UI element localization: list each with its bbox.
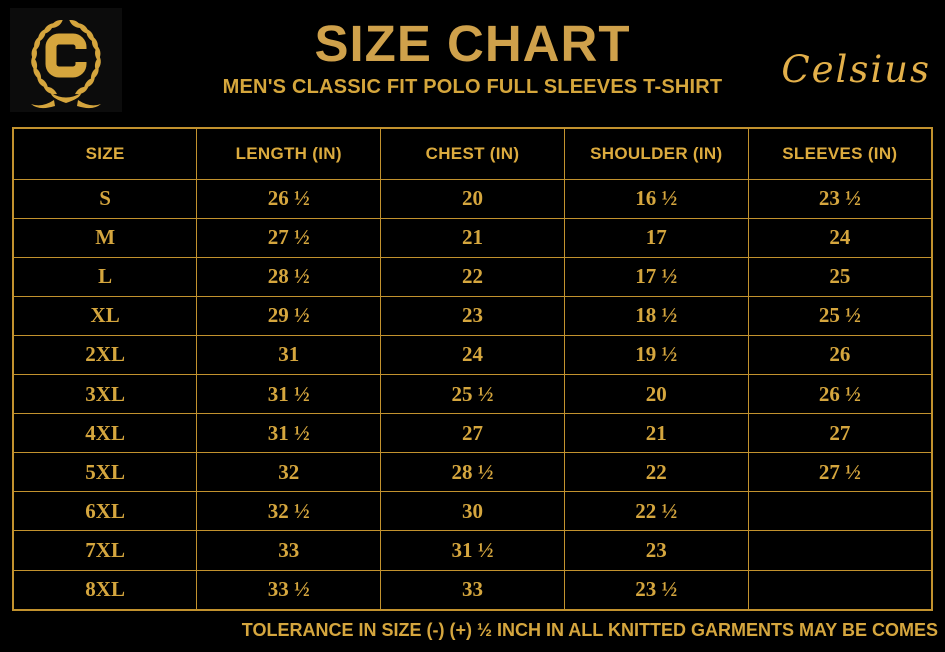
length-cell: 32 (196, 452, 382, 493)
table-row: 8XL 33 ½ 33 23 ½ (12, 569, 933, 611)
shoulder-cell: 17 (563, 217, 749, 258)
shoulder-cell: 17 ½ (563, 256, 749, 297)
shoulder-cell: 20 (563, 374, 749, 415)
sleeves-cell: 25 (747, 256, 933, 297)
sleeves-cell (747, 569, 933, 611)
length-cell: 27 ½ (196, 217, 382, 258)
size-cell: L (12, 256, 198, 297)
chest-cell: 33 (380, 569, 565, 611)
page-title: SIZE CHART (314, 15, 631, 72)
shoulder-cell: 19 ½ (563, 334, 749, 376)
size-cell: M (12, 217, 198, 258)
table-header-row: SIZE LENGTH (IN) CHEST (IN) SHOULDER (IN… (12, 127, 933, 180)
table-row: 2XL 31 24 19 ½ 26 (12, 334, 933, 376)
column-header-chest: CHEST (IN) (380, 127, 565, 180)
sleeves-cell: 26 ½ (747, 374, 933, 415)
size-cell: 6XL (12, 491, 198, 532)
shoulder-cell: 23 ½ (563, 569, 749, 611)
table-row: S 26 ½ 20 16 ½ 23 ½ (12, 178, 933, 219)
length-cell: 33 (196, 530, 382, 571)
sleeves-cell: 27 (747, 413, 933, 454)
table-row: M 27 ½ 21 17 24 (12, 217, 933, 258)
table-row: XL 29 ½ 23 18 ½ 25 ½ (12, 295, 933, 336)
length-cell: 32 ½ (196, 491, 382, 532)
size-cell: XL (12, 295, 198, 336)
column-header-shoulder: SHOULDER (IN) (563, 127, 749, 180)
logo-letter-c (45, 33, 89, 78)
brand-logo (10, 8, 122, 112)
laurel-wreath-icon (10, 8, 122, 112)
sleeves-cell (747, 491, 933, 532)
size-cell: 4XL (12, 413, 198, 454)
column-header-size: SIZE (12, 127, 198, 180)
sleeves-cell: 25 ½ (747, 295, 933, 336)
size-cell: S (12, 178, 198, 219)
shoulder-cell: 22 (563, 452, 749, 493)
size-cell: 5XL (12, 452, 198, 493)
chest-cell: 27 (380, 413, 565, 454)
sleeves-cell: 26 (747, 334, 933, 376)
shoulder-cell: 18 ½ (563, 295, 749, 336)
table-row: 4XL 31 ½ 27 21 27 (12, 413, 933, 454)
length-cell: 33 ½ (196, 569, 382, 611)
table-row: 7XL 33 31 ½ 23 (12, 530, 933, 571)
length-cell: 28 ½ (196, 256, 382, 297)
chest-cell: 24 (380, 334, 565, 376)
size-cell: 2XL (12, 334, 198, 376)
length-cell: 31 ½ (196, 413, 382, 454)
sleeves-cell (747, 530, 933, 571)
sleeves-cell: 27 ½ (747, 452, 933, 493)
chest-cell: 31 ½ (380, 530, 565, 571)
size-table: SIZE LENGTH (IN) CHEST (IN) SHOULDER (IN… (12, 127, 933, 611)
table-row: L 28 ½ 22 17 ½ 25 (12, 256, 933, 297)
chest-cell: 23 (380, 295, 565, 336)
length-cell: 31 ½ (196, 374, 382, 415)
chest-cell: 21 (380, 217, 565, 258)
table-row: 3XL 31 ½ 25 ½ 20 26 ½ (12, 374, 933, 415)
table-row: 5XL 32 28 ½ 22 27 ½ (12, 452, 933, 493)
column-header-sleeves: SLEEVES (IN) (747, 127, 933, 180)
tolerance-note: TOLERANCE IN SIZE (-) (+) ½ INCH IN ALL … (241, 620, 938, 640)
page-subtitle: MEN'S CLASSIC FIT POLO FULL SLEEVES T-SH… (222, 76, 723, 98)
shoulder-cell: 16 ½ (563, 178, 749, 219)
length-cell: 29 ½ (196, 295, 382, 336)
brand-name: Celsius (781, 48, 931, 91)
column-header-length: LENGTH (IN) (196, 127, 382, 180)
table-row: 6XL 32 ½ 30 22 ½ (12, 491, 933, 532)
chest-cell: 28 ½ (380, 452, 565, 493)
header: SIZE CHART MEN'S CLASSIC FIT POLO FULL S… (0, 16, 945, 99)
length-cell: 26 ½ (196, 178, 382, 219)
chest-cell: 25 ½ (380, 374, 565, 415)
size-cell: 8XL (12, 569, 198, 611)
size-cell: 3XL (12, 374, 198, 415)
chest-cell: 20 (380, 178, 565, 219)
sleeves-cell: 24 (747, 217, 933, 258)
shoulder-cell: 21 (563, 413, 749, 454)
shoulder-cell: 22 ½ (563, 491, 749, 532)
shoulder-cell: 23 (563, 530, 749, 571)
sleeves-cell: 23 ½ (747, 178, 933, 219)
size-cell: 7XL (12, 530, 198, 571)
chest-cell: 22 (380, 256, 565, 297)
chest-cell: 30 (380, 491, 565, 532)
length-cell: 31 (196, 334, 382, 376)
